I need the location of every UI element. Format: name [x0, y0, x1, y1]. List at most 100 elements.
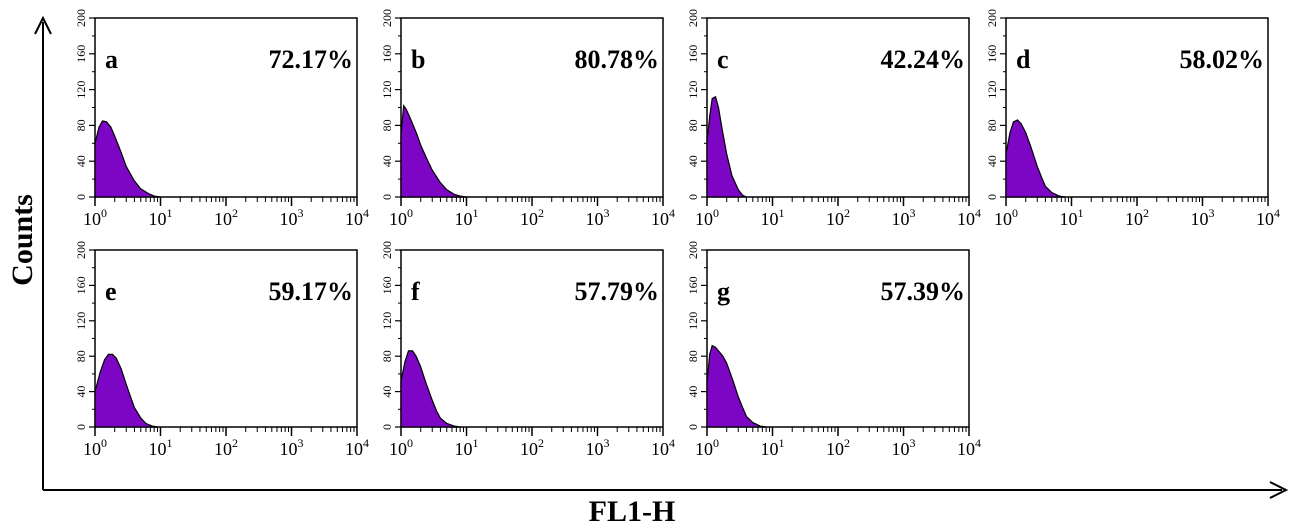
y-tick-label: 200: [74, 9, 88, 27]
y-tick-label: 40: [985, 155, 999, 167]
x-tick-exponent: 2: [232, 436, 238, 450]
x-tick-label: 101: [455, 206, 479, 229]
y-tick-label: 0: [74, 424, 88, 430]
y-tick-label: 120: [74, 312, 88, 330]
x-tick-exponent: 3: [1209, 206, 1215, 220]
histogram-area: [400, 104, 467, 198]
y-tick-label: 120: [985, 81, 999, 99]
panel-letter: d: [1016, 45, 1031, 74]
x-tick-label: 100: [994, 206, 1018, 229]
x-tick-label: 100: [695, 436, 719, 459]
y-tick-label: 40: [74, 155, 88, 167]
x-tick-exponent: 0: [713, 206, 719, 220]
y-tick-label: 80: [74, 350, 88, 362]
x-tick-exponent: 3: [298, 436, 304, 450]
x-tick-exponent: 1: [473, 436, 479, 450]
y-tick-label: 120: [686, 81, 700, 99]
y-tick-label: 40: [686, 386, 700, 398]
figure-y-arrow-icon: [34, 15, 52, 35]
x-tick-label: 103: [892, 206, 916, 229]
histogram-area: [1005, 119, 1066, 198]
y-tick-label: 200: [686, 241, 700, 259]
x-tick-exponent: 2: [1143, 206, 1149, 220]
x-tick-label: 104: [957, 436, 981, 459]
panel-percentage: 72.17%: [269, 45, 354, 74]
y-tick-label: 80: [985, 119, 999, 131]
x-tick-exponent: 2: [844, 436, 850, 450]
panel-letter: a: [105, 45, 118, 74]
y-tick-label: 0: [985, 194, 999, 200]
x-tick-exponent: 0: [407, 206, 413, 220]
x-tick-label: 101: [1060, 206, 1084, 229]
panel-percentage: 58.02%: [1180, 45, 1265, 74]
y-tick-label: 160: [686, 45, 700, 63]
x-tick-exponent: 3: [604, 436, 610, 450]
x-tick-label: 104: [1256, 206, 1280, 229]
x-tick-exponent: 1: [779, 206, 785, 220]
panel-percentage: 57.79%: [575, 277, 660, 306]
x-tick-label: 102: [826, 206, 850, 229]
y-tick-label: 0: [380, 194, 394, 200]
y-tick-label: 0: [686, 194, 700, 200]
panel-percentage: 57.39%: [881, 277, 966, 306]
y-tick-label: 200: [380, 9, 394, 27]
x-tick-exponent: 4: [669, 436, 675, 450]
x-tick-label: 101: [149, 436, 173, 459]
panel-letter: b: [411, 45, 425, 74]
x-tick-exponent: 4: [669, 206, 675, 220]
x-tick-exponent: 3: [910, 206, 916, 220]
x-tick-label: 102: [826, 436, 850, 459]
histogram-area: [706, 95, 747, 198]
figure-y-label: Counts: [6, 194, 39, 286]
x-tick-label: 103: [280, 436, 304, 459]
x-tick-exponent: 1: [473, 206, 479, 220]
y-tick-label: 120: [380, 81, 394, 99]
x-tick-label: 102: [520, 206, 544, 229]
y-tick-label: 0: [686, 424, 700, 430]
x-tick-label: 101: [761, 436, 785, 459]
x-tick-label: 100: [695, 206, 719, 229]
x-tick-exponent: 4: [1274, 206, 1280, 220]
y-tick-label: 40: [686, 155, 700, 167]
x-tick-label: 104: [651, 436, 675, 459]
x-tick-label: 102: [214, 206, 238, 229]
y-tick-label: 120: [380, 312, 394, 330]
x-tick-exponent: 3: [298, 206, 304, 220]
x-tick-exponent: 0: [101, 436, 107, 450]
y-tick-label: 80: [686, 350, 700, 362]
panel-letter: e: [105, 277, 117, 306]
x-tick-exponent: 4: [975, 206, 981, 220]
x-tick-label: 104: [345, 206, 369, 229]
x-tick-label: 103: [1191, 206, 1215, 229]
y-tick-label: 120: [686, 312, 700, 330]
y-tick-label: 160: [380, 276, 394, 294]
figure-x-label: FL1-H: [589, 495, 676, 528]
panel-percentage: 42.24%: [881, 45, 966, 74]
x-tick-label: 100: [83, 436, 107, 459]
y-tick-label: 80: [380, 119, 394, 131]
panel-letter: f: [411, 277, 420, 306]
x-tick-label: 103: [280, 206, 304, 229]
panel-letter: g: [717, 277, 730, 306]
y-tick-label: 80: [74, 119, 88, 131]
y-tick-label: 160: [74, 45, 88, 63]
y-tick-label: 160: [74, 276, 88, 294]
x-tick-label: 102: [520, 436, 544, 459]
y-tick-label: 0: [380, 424, 394, 430]
x-tick-label: 100: [83, 206, 107, 229]
y-tick-label: 0: [74, 194, 88, 200]
histogram-area: [94, 353, 158, 428]
x-tick-exponent: 0: [713, 436, 719, 450]
x-tick-exponent: 3: [910, 436, 916, 450]
x-tick-label: 101: [149, 206, 173, 229]
x-tick-label: 102: [1125, 206, 1149, 229]
x-tick-exponent: 2: [538, 206, 544, 220]
panel-letter: c: [717, 45, 729, 74]
